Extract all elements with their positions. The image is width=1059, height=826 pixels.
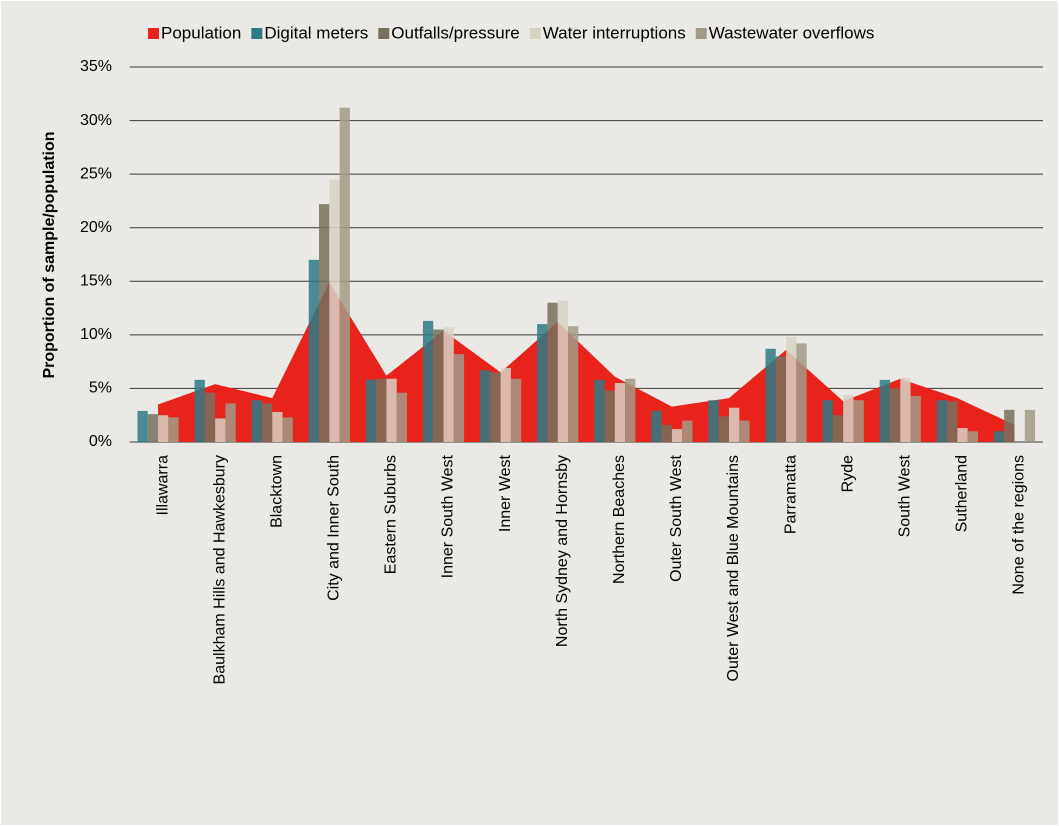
bar: [537, 324, 548, 442]
legend-swatch: [148, 28, 159, 39]
bar: [500, 368, 511, 442]
bar: [251, 400, 262, 442]
bar: [225, 403, 236, 442]
bar: [900, 377, 911, 442]
x-tick-label: Blacktown: [268, 455, 285, 528]
legend-label: Digital meters: [264, 23, 368, 42]
x-tick-label: Eastern Suburbs: [383, 455, 400, 574]
bar: [386, 378, 397, 442]
bar: [718, 416, 729, 442]
x-tick-label: Inner West: [497, 454, 514, 532]
bar: [879, 379, 890, 442]
bar: [967, 431, 978, 442]
x-tick-label: Baulkham Hills and Hawkesbury: [211, 455, 228, 684]
bar: [308, 259, 320, 442]
y-tick-label: 20%: [80, 219, 112, 236]
legend-swatch: [251, 28, 263, 39]
x-tick-label: Inner South West: [440, 454, 457, 578]
bar: [480, 370, 491, 442]
bar: [728, 407, 740, 442]
x-tick-label: Northern Beaches: [611, 455, 628, 584]
bar: [137, 410, 148, 442]
bar: [625, 378, 636, 442]
bar: [822, 400, 833, 442]
bar: [739, 420, 750, 442]
bar: [557, 300, 569, 442]
bar: [947, 401, 958, 442]
y-tick-label: 35%: [80, 58, 112, 75]
bar: [568, 326, 579, 442]
x-tick-label: Sutherland: [954, 455, 971, 532]
bar: [594, 379, 605, 442]
bar: [547, 302, 558, 442]
bar: [614, 383, 626, 442]
bar: [319, 204, 330, 442]
bar: [671, 429, 683, 442]
bar: [889, 388, 901, 442]
x-tick-label: North Sydney and Hornsby: [554, 455, 571, 647]
bar: [339, 107, 350, 442]
y-tick-label: 30%: [80, 112, 112, 129]
x-tick-label: Ryde: [839, 455, 856, 492]
bar: [843, 394, 854, 442]
x-tick-label: Outer South West: [668, 454, 685, 581]
x-tick-label: Outer West and Blue Mountains: [725, 455, 742, 682]
bar: [282, 417, 293, 442]
bar: [194, 379, 205, 442]
bar: [147, 414, 159, 442]
legend-swatch: [529, 28, 541, 39]
bar: [453, 354, 465, 442]
bar: [1024, 409, 1036, 442]
bar: [765, 348, 776, 442]
y-tick-label: 10%: [80, 326, 112, 343]
bar: [376, 378, 387, 442]
x-tick-label: City and Inner South: [326, 455, 343, 601]
bar: [910, 395, 921, 442]
bar: [775, 356, 787, 442]
bar: [853, 400, 864, 442]
legend-label: Wastewater overflows: [709, 23, 875, 42]
bar: [510, 378, 522, 442]
legend-label: Outfalls/pressure: [391, 23, 520, 42]
bar: [490, 372, 501, 442]
x-tick-label: None of the regions: [1011, 455, 1028, 595]
bar: [168, 417, 179, 442]
bar: [158, 415, 169, 442]
bar: [204, 392, 216, 442]
bar: [993, 431, 1005, 442]
bar: [433, 329, 444, 442]
bar: [422, 320, 434, 442]
bar: [957, 428, 968, 442]
bar: [1004, 409, 1015, 442]
bar: [796, 343, 807, 442]
bar: [682, 420, 693, 442]
y-tick-label: 0%: [89, 433, 112, 450]
bar: [604, 390, 615, 442]
bar: [272, 412, 283, 442]
y-axis-label: Proportion of sample/population: [41, 131, 58, 378]
bar: [261, 403, 273, 442]
legend-swatch: [695, 28, 707, 39]
legend-label: Water interruptions: [543, 23, 686, 42]
bar: [708, 400, 719, 442]
x-tick-label: Illawarra: [154, 455, 171, 516]
x-tick-label: Parramatta: [782, 455, 799, 534]
bar: [786, 337, 797, 442]
bar: [365, 379, 377, 442]
bar: [832, 415, 844, 442]
bar: [396, 392, 408, 442]
legend-label: Population: [161, 23, 241, 42]
bar: [329, 179, 340, 442]
legend-swatch: [378, 28, 390, 39]
bar: [215, 418, 226, 442]
bar: [936, 400, 948, 442]
y-tick-label: 25%: [80, 165, 112, 182]
bar: [661, 424, 672, 442]
y-tick-label: 15%: [80, 273, 112, 290]
bar: [443, 327, 454, 442]
y-tick-label: 5%: [89, 380, 112, 397]
x-tick-label: South West: [896, 454, 913, 537]
bar: [651, 410, 662, 442]
